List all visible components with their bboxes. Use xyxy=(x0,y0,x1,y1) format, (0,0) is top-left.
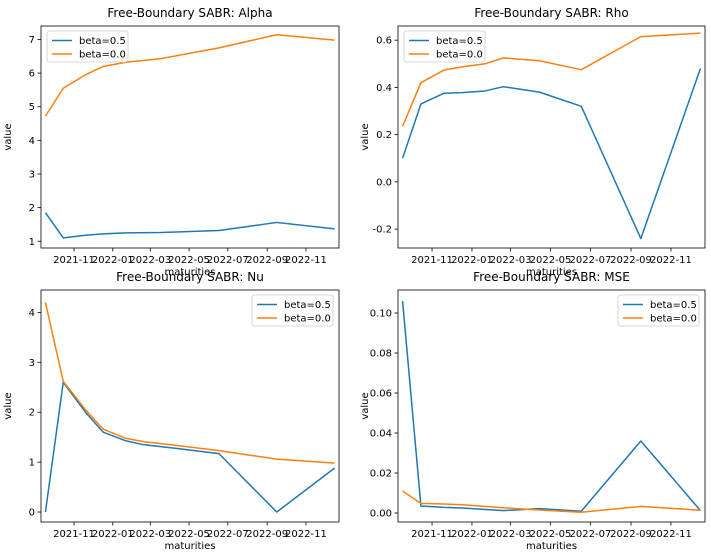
x-tick-label: 2022-03 xyxy=(129,255,171,266)
y-tick-label: 4 xyxy=(29,308,35,319)
y-tick-label: 2 xyxy=(29,408,35,419)
legend: beta=0.5 beta=0.0 xyxy=(617,294,700,327)
x-tick-label: 2022-11 xyxy=(650,255,692,266)
x-tick-label: 2022-03 xyxy=(490,255,532,266)
series-line-beta=0.0 xyxy=(44,302,335,464)
y-tick-label: 0.2 xyxy=(376,130,392,141)
x-tick-label: 2022-05 xyxy=(168,255,210,266)
legend: beta=0.5 beta=0.0 xyxy=(251,294,334,327)
chart-title: Free-Boundary SABR: Alpha xyxy=(107,6,272,20)
y-tick-label: 3 xyxy=(29,358,35,369)
x-axis-label: maturities xyxy=(164,541,215,552)
y-tick-label: -0.2 xyxy=(372,225,392,236)
x-tick-label: 2022-11 xyxy=(285,529,327,540)
chart-title: Free-Boundary SABR: Nu xyxy=(116,270,264,284)
x-tick-label: 2022-01 xyxy=(451,255,493,266)
x-tick-label: 2022-09 xyxy=(610,529,652,540)
x-tick-label: 2022-07 xyxy=(207,529,249,540)
legend: beta=0.5 beta=0.0 xyxy=(46,30,129,63)
x-tick-label: 2022-01 xyxy=(92,255,134,266)
legend-label: beta=0.5 xyxy=(650,300,697,311)
legend-label: beta=0.5 xyxy=(79,36,126,47)
y-tick-label: 0.08 xyxy=(370,349,392,360)
legend-label: beta=0.0 xyxy=(284,314,331,325)
plot-frame xyxy=(40,25,340,249)
y-tick-label: 0.0 xyxy=(376,177,392,188)
legend-label: beta=0.5 xyxy=(436,36,483,47)
x-tick-label: 2021-11 xyxy=(411,529,453,540)
x-tick-label: 2021-11 xyxy=(53,529,95,540)
chart-title: Free-Boundary SABR: MSE xyxy=(473,270,630,284)
x-tick-label: 2022-05 xyxy=(530,255,572,266)
x-tick-label: 2021-11 xyxy=(411,255,453,266)
series-line-beta=0.5 xyxy=(401,300,701,512)
y-tick-label: 0 xyxy=(29,508,35,519)
series-line-beta=0.5 xyxy=(44,212,335,239)
y-tick-label: 0.00 xyxy=(370,509,392,520)
series-line-beta=0.5 xyxy=(44,381,336,513)
x-axis-label: maturities xyxy=(526,541,577,552)
y-axis-label: value xyxy=(3,123,14,150)
x-tick-label: 2022-09 xyxy=(246,255,288,266)
y-tick-label: 1 xyxy=(29,458,35,469)
series-line-beta=0.0 xyxy=(401,32,701,127)
x-tick-label: 2022-01 xyxy=(92,529,134,540)
x-tick-label: 2022-03 xyxy=(129,529,171,540)
x-tick-label: 2022-09 xyxy=(610,255,652,266)
legend-label: beta=0.0 xyxy=(436,50,483,61)
x-tick-label: 2022-09 xyxy=(246,529,288,540)
plot-frame xyxy=(397,25,706,249)
plot-frame xyxy=(40,289,340,523)
y-tick-label: 6 xyxy=(29,69,35,80)
x-tick-label: 2022-07 xyxy=(207,255,249,266)
chart-title: Free-Boundary SABR: Rho xyxy=(474,6,628,20)
y-tick-label: 3 xyxy=(29,170,35,181)
x-tick-label: 2022-07 xyxy=(570,529,612,540)
y-tick-label: 4 xyxy=(29,136,35,147)
x-axis-label: maturities xyxy=(526,267,577,278)
y-axis-label: value xyxy=(3,392,14,419)
chart-panel-3: Free-Boundary SABR: Nu012342021-112022-0… xyxy=(3,270,340,552)
legend-label: beta=0.0 xyxy=(79,50,126,61)
y-tick-label: 5 xyxy=(29,102,35,113)
y-tick-label: 0.04 xyxy=(370,429,392,440)
series-line-beta=0.0 xyxy=(402,490,701,513)
series-line-beta=0.5 xyxy=(401,68,702,240)
y-tick-label: 0.10 xyxy=(370,309,392,320)
x-tick-label: 2022-03 xyxy=(490,529,532,540)
legend-label: beta=0.0 xyxy=(650,314,697,325)
x-tick-label: 2022-11 xyxy=(650,529,692,540)
legend: beta=0.5 beta=0.0 xyxy=(403,30,486,63)
x-tick-label: 2022-01 xyxy=(451,529,493,540)
y-tick-label: 1 xyxy=(29,237,35,248)
y-axis-label: value xyxy=(360,392,371,419)
x-tick-label: 2022-05 xyxy=(530,529,572,540)
legend-label: beta=0.5 xyxy=(284,300,331,311)
x-tick-label: 2021-11 xyxy=(53,255,95,266)
chart-panel-2: Free-Boundary SABR: Rho -0.2 0.0 0.2 0.4 0.6 2… xyxy=(360,6,706,278)
chart-panel-4: Free-Boundary SABR: MSE 0.00 0.02 0.04 0.06 0… xyxy=(360,270,706,552)
y-tick-label: 0.6 xyxy=(376,36,392,47)
x-tick-label: 2022-07 xyxy=(570,255,612,266)
plot-frame xyxy=(397,289,706,523)
y-axis-label: value xyxy=(360,123,371,150)
y-tick-label: 7 xyxy=(29,35,35,46)
y-tick-label: 0.02 xyxy=(370,469,392,480)
x-tick-label: 2022-05 xyxy=(168,529,210,540)
y-tick-label: 2 xyxy=(29,203,35,214)
y-tick-label: 0.06 xyxy=(370,389,392,400)
chart-panel-1: Free-Boundary SABR: Alpha12345672021-112… xyxy=(3,6,340,278)
y-tick-label: 0.4 xyxy=(376,83,392,94)
x-axis-label: maturities xyxy=(164,267,215,278)
x-tick-label: 2022-11 xyxy=(285,255,327,266)
